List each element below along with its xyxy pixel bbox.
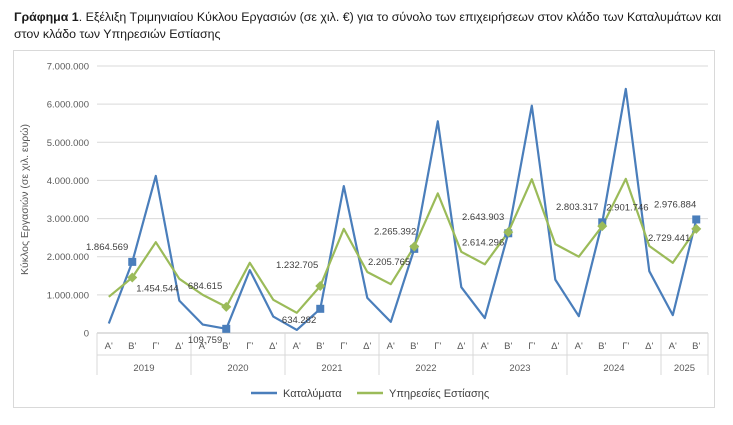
data-label: 1.864.569 <box>86 242 128 253</box>
x-tick-label: Δ' <box>363 341 371 352</box>
data-label: 2.901.746 <box>606 202 648 213</box>
chart-frame <box>13 50 715 408</box>
data-label: 2.976.884 <box>654 199 696 210</box>
y-tick-label: 2.000.000 <box>47 252 89 263</box>
year-label: 2025 <box>674 363 695 374</box>
chart-caption: Γράφημα 1. Εξέλιξη Τριμηνιαίου Κύκλου Ερ… <box>14 9 726 43</box>
x-tick-label: Β' <box>692 341 700 352</box>
x-tick-label: Β' <box>128 341 136 352</box>
x-tick-label: Α' <box>293 341 301 352</box>
x-tick-label: Α' <box>199 341 207 352</box>
y-axis-title: Κύκλος Εργασιών (σε χιλ. ευρώ) <box>19 124 31 275</box>
data-label: 2.205.765 <box>368 257 410 268</box>
data-label: 2.614.296 <box>462 237 504 248</box>
y-tick-label: 3.000.000 <box>47 214 89 225</box>
year-label: 2019 <box>133 363 154 374</box>
x-tick-label: Α' <box>481 341 489 352</box>
food-services-marker <box>127 272 138 283</box>
data-label: 634.282 <box>282 315 316 326</box>
year-label: 2020 <box>227 363 248 374</box>
x-tick-label: Β' <box>410 341 418 352</box>
x-tick-label: Α' <box>105 341 113 352</box>
x-tick-label: Β' <box>598 341 606 352</box>
data-label: 2.729.441 <box>648 233 690 244</box>
x-tick-label: Γ' <box>246 341 253 352</box>
y-tick-label: 1.000.000 <box>47 290 89 301</box>
x-tick-label: Γ' <box>434 341 441 352</box>
food-services-marker <box>409 241 420 252</box>
x-tick-label: Α' <box>575 341 583 352</box>
legend-label-food-services: Υπηρεσίες Εστίασης <box>389 388 489 400</box>
data-label: 684.615 <box>188 281 222 292</box>
series-line-food-services <box>108 177 698 314</box>
y-tick-label: 4.000.000 <box>47 176 89 187</box>
caption-prefix: Γράφημα 1 <box>14 10 79 24</box>
y-tick-label: 7.000.000 <box>47 62 89 73</box>
x-tick-label: Δ' <box>269 341 277 352</box>
year-label: 2023 <box>509 363 530 374</box>
food-services-marker <box>315 280 326 291</box>
food-services-marker <box>503 227 514 238</box>
x-tick-label: Β' <box>504 341 512 352</box>
x-tick-label: Β' <box>316 341 324 352</box>
data-label: 1.232.705 <box>276 260 318 271</box>
series-line-accommodation <box>107 87 698 331</box>
x-tick-label: Δ' <box>457 341 465 352</box>
accommodation-marker <box>692 215 701 224</box>
food-services-marker <box>221 301 232 312</box>
food-services-marker <box>597 221 608 232</box>
y-tick-label: 0 <box>84 329 89 340</box>
x-tick-label: Δ' <box>551 341 559 352</box>
x-tick-label: Α' <box>387 341 395 352</box>
x-tick-label: Γ' <box>622 341 629 352</box>
year-label: 2024 <box>603 363 624 374</box>
legend-label-accommodation: Καταλύματα <box>283 388 342 400</box>
x-tick-label: Β' <box>222 341 230 352</box>
accommodation-marker <box>222 324 231 333</box>
data-label: 2.265.392 <box>374 227 416 238</box>
accommodation-marker <box>316 304 325 313</box>
y-tick-label: 6.000.000 <box>47 100 89 111</box>
data-label: 2.643.903 <box>462 212 504 223</box>
x-tick-label: Γ' <box>340 341 347 352</box>
accommodation-marker <box>128 257 137 266</box>
y-tick-label: 5.000.000 <box>47 138 89 149</box>
x-tick-label: Γ' <box>528 341 535 352</box>
data-label: 1.454.544 <box>136 284 178 295</box>
x-tick-label: Α' <box>669 341 677 352</box>
x-tick-label: Γ' <box>152 341 159 352</box>
data-label: 2.803.317 <box>556 202 598 213</box>
food-services-marker <box>691 223 702 234</box>
x-tick-label: Δ' <box>175 341 183 352</box>
x-tick-label: Δ' <box>645 341 653 352</box>
caption-text: . Εξέλιξη Τριμηνιαίου Κύκλου Εργασιών (σ… <box>14 10 722 41</box>
data-label: 109.759 <box>188 335 222 346</box>
year-label: 2022 <box>415 363 436 374</box>
year-label: 2021 <box>321 363 342 374</box>
